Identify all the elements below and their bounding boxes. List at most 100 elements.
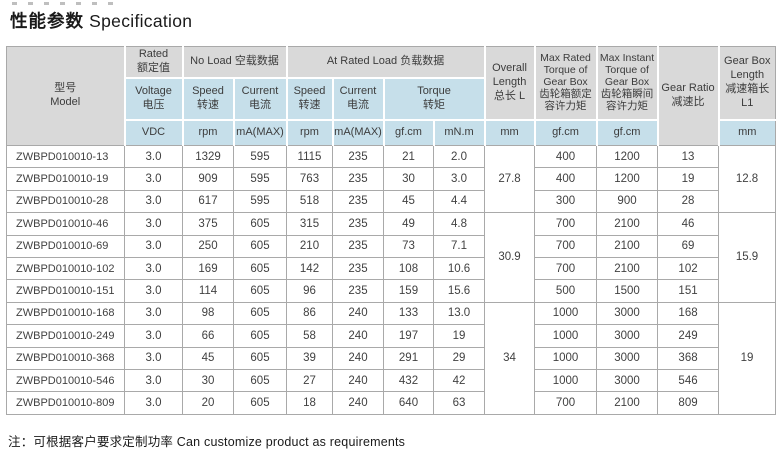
value-cell: 235 — [332, 212, 384, 236]
value-cell: 28 — [657, 189, 720, 214]
value-cell: 605 — [233, 279, 287, 303]
value-cell: 197 — [383, 324, 434, 348]
overall-length-cell: 34 — [484, 301, 536, 415]
value-cell: 1500 — [596, 279, 659, 303]
value-cell: 30 — [182, 368, 234, 393]
value-cell: 159 — [383, 279, 434, 303]
value-cell: 3000 — [596, 346, 659, 370]
value-cell: 114 — [182, 279, 234, 303]
value-cell: 595 — [233, 144, 287, 169]
value-cell: 3.0 — [124, 144, 183, 169]
value-cell: 168 — [657, 301, 720, 326]
unit-gf-cm: gf.cm — [533, 118, 598, 146]
value-cell: 66 — [182, 324, 234, 348]
model-cell: ZWBPD010010-368 — [6, 346, 125, 370]
value-cell: 210 — [286, 234, 333, 258]
value-cell: 3.0 — [124, 391, 183, 415]
value-cell: 98 — [182, 301, 234, 326]
unit-gf-cm: gf.cm — [382, 118, 435, 146]
value-cell: 700 — [534, 391, 598, 415]
value-cell: 49 — [383, 212, 434, 236]
value-cell: 27 — [286, 368, 333, 393]
value-cell: 595 — [233, 189, 287, 214]
value-cell: 169 — [182, 256, 234, 281]
value-cell: 19 — [657, 167, 720, 191]
value-cell: 13 — [657, 144, 720, 169]
value-cell: 375 — [182, 212, 234, 236]
value-cell: 605 — [233, 346, 287, 370]
value-cell: 240 — [332, 391, 384, 415]
value-cell: 21 — [383, 144, 434, 169]
value-cell: 605 — [233, 234, 287, 258]
value-cell: 235 — [332, 256, 384, 281]
value-cell: 13.0 — [432, 301, 486, 326]
value-cell: 809 — [657, 391, 720, 415]
value-cell: 595 — [233, 167, 287, 191]
value-cell: 3.0 — [124, 234, 183, 258]
value-cell: 546 — [657, 368, 720, 393]
value-cell: 1000 — [534, 301, 598, 326]
value-cell: 617 — [182, 189, 234, 214]
unit-gf-cm: gf.cm — [595, 118, 659, 146]
value-cell: 1200 — [596, 167, 659, 191]
value-cell: 2100 — [596, 212, 659, 236]
value-cell: 700 — [534, 212, 598, 236]
value-cell: 3000 — [596, 324, 659, 348]
table-row: ZWBPD010010-368 3.0 45 605 39 240 291 29… — [6, 346, 776, 370]
footer-note-en: Can customize product as requirements — [176, 434, 406, 449]
value-cell: 1115 — [286, 144, 333, 169]
value-cell: 605 — [233, 324, 287, 348]
value-cell: 1200 — [596, 144, 659, 169]
value-cell: 3.0 — [124, 167, 183, 191]
page-title-cn: 性能参数 — [10, 11, 84, 31]
value-cell: 3.0 — [124, 256, 183, 281]
value-cell: 400 — [534, 144, 598, 169]
col-header-voltage: Voltage 电压 — [123, 76, 184, 121]
value-cell: 142 — [286, 256, 333, 281]
unit-rpm: rpm — [181, 118, 235, 146]
value-cell: 500 — [534, 279, 598, 303]
value-cell: 605 — [233, 256, 287, 281]
unit-mm: mm — [483, 118, 536, 146]
table-row: ZWBPD010010-13 3.0 1329 595 1115 235 21 … — [6, 144, 777, 214]
value-cell: 400 — [534, 167, 598, 191]
value-cell: 640 — [383, 391, 434, 415]
col-header-gear-ratio: Gear Ratio 减速比 — [656, 46, 720, 146]
value-cell: 86 — [286, 301, 333, 326]
value-cell: 2100 — [596, 391, 659, 415]
model-cell: ZWBPD010010-19 — [6, 167, 125, 191]
value-cell: 39 — [286, 346, 333, 370]
value-cell: 3.0 — [124, 212, 183, 236]
value-cell: 605 — [233, 212, 287, 236]
value-cell: 10.6 — [432, 256, 486, 281]
value-cell: 1329 — [182, 144, 234, 169]
header-row-groups: 型号 Model Rated 额定值 No Load 空载数据 At Rated… — [6, 46, 777, 146]
col-header-noload-current: Current 电流 — [232, 76, 288, 121]
value-cell: 19 — [432, 324, 486, 348]
value-cell: 240 — [332, 368, 384, 393]
model-cell: ZWBPD010010-151 — [6, 279, 125, 303]
value-cell: 3.0 — [124, 189, 183, 214]
value-cell: 235 — [332, 279, 384, 303]
value-cell: 15.6 — [432, 279, 486, 303]
value-cell: 700 — [534, 234, 598, 258]
value-cell: 249 — [657, 324, 720, 348]
model-cell: ZWBPD010010-168 — [6, 301, 125, 326]
table-row: ZWBPD010010-19 3.0 909 595 763 235 30 3.… — [6, 167, 776, 191]
value-cell: 73 — [383, 234, 434, 258]
value-cell: 1000 — [534, 324, 598, 348]
value-cell: 133 — [383, 301, 434, 326]
value-cell: 3.0 — [124, 346, 183, 370]
footer-note-cn: 注：可根据客户要求定制功率 — [8, 434, 174, 449]
col-header-rated: Rated 额定值 — [123, 46, 184, 79]
unit-ma-max: mA(MAX) — [331, 118, 385, 146]
model-cell: ZWBPD010010-13 — [6, 144, 125, 169]
value-cell: 46 — [657, 212, 720, 236]
value-cell: 368 — [657, 346, 720, 370]
table-row: ZWBPD010010-546 3.0 30 605 27 240 432 42… — [6, 368, 776, 393]
value-cell: 7.1 — [432, 234, 486, 258]
model-cell: ZWBPD010010-249 — [6, 324, 125, 348]
value-cell: 3.0 — [124, 279, 183, 303]
value-cell: 605 — [233, 301, 287, 326]
value-cell: 700 — [534, 256, 598, 281]
